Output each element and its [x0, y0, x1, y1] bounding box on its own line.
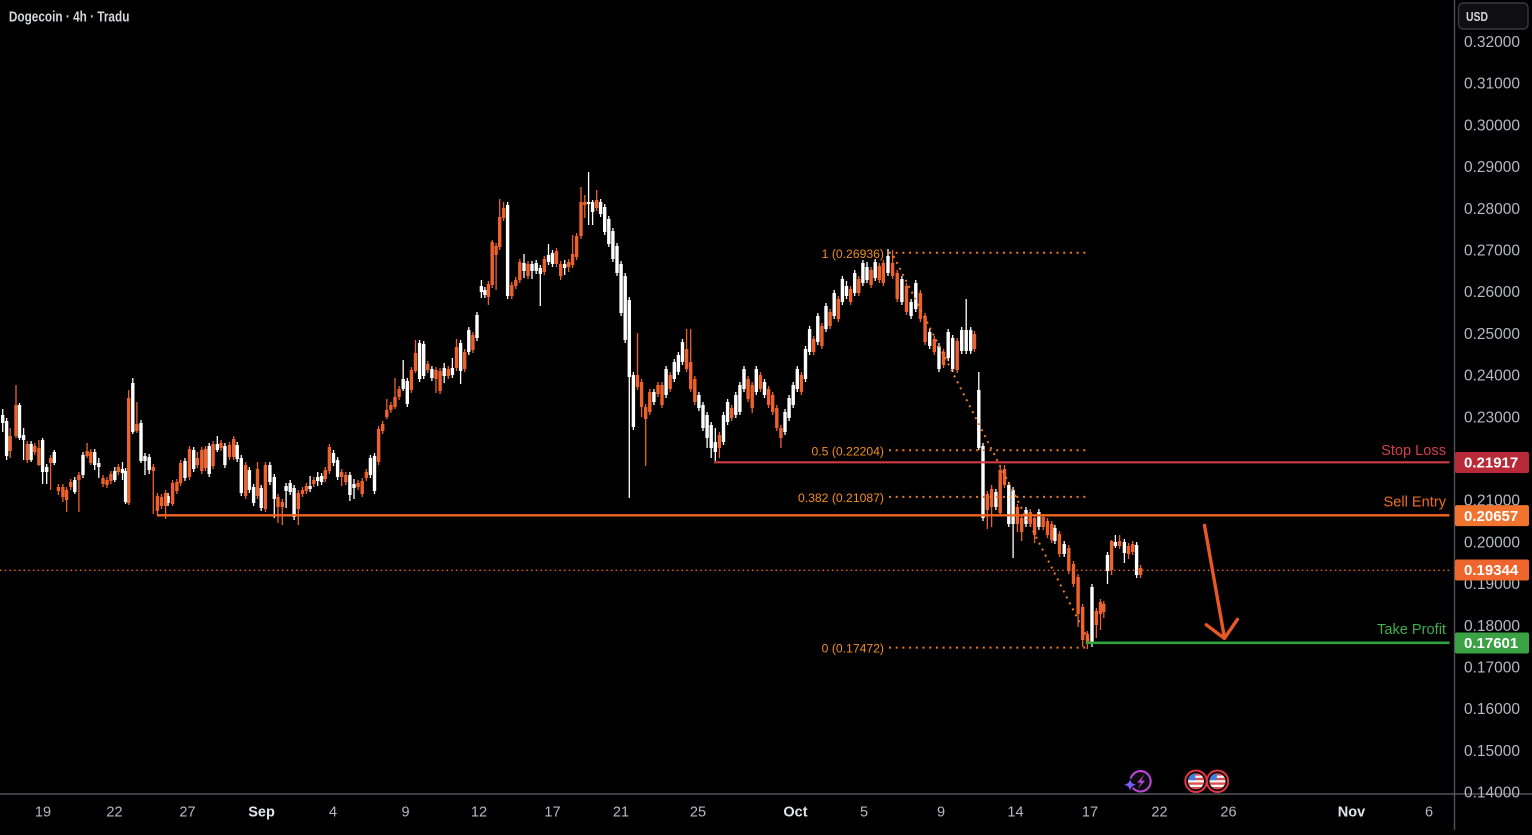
svg-text:6: 6 [1425, 805, 1433, 821]
svg-text:25: 25 [690, 805, 706, 821]
svg-text:9: 9 [401, 805, 409, 821]
svg-text:0.16000: 0.16000 [1464, 701, 1520, 718]
svg-text:0.15000: 0.15000 [1464, 743, 1520, 760]
svg-text:0.19344: 0.19344 [1464, 562, 1519, 579]
svg-text:0.28000: 0.28000 [1464, 201, 1520, 218]
svg-text:0 (0.17472): 0 (0.17472) [822, 642, 884, 656]
svg-text:0.20000: 0.20000 [1464, 534, 1520, 551]
svg-text:14: 14 [1007, 805, 1023, 821]
svg-text:5: 5 [860, 805, 868, 821]
svg-text:0.25000: 0.25000 [1464, 326, 1520, 343]
svg-text:0.14000: 0.14000 [1464, 785, 1520, 802]
svg-text:21: 21 [613, 805, 629, 821]
svg-text:0.23000: 0.23000 [1464, 409, 1520, 426]
svg-text:19: 19 [35, 805, 51, 821]
svg-text:0.21917: 0.21917 [1464, 455, 1518, 472]
svg-text:Dogecoin · 4h · Tradu: Dogecoin · 4h · Tradu [9, 9, 129, 26]
svg-text:0.30000: 0.30000 [1464, 117, 1520, 134]
svg-text:0.18000: 0.18000 [1464, 618, 1520, 635]
svg-text:17: 17 [544, 805, 560, 821]
svg-text:0.29000: 0.29000 [1464, 159, 1520, 176]
svg-text:0.17000: 0.17000 [1464, 660, 1520, 677]
svg-text:USD: USD [1466, 9, 1488, 24]
svg-text:0.31000: 0.31000 [1464, 76, 1520, 93]
svg-text:0.5 (0.22204): 0.5 (0.22204) [811, 444, 884, 458]
svg-text:9: 9 [937, 805, 945, 821]
svg-text:0.27000: 0.27000 [1464, 243, 1520, 260]
svg-text:22: 22 [1151, 805, 1167, 821]
svg-text:Nov: Nov [1338, 805, 1365, 821]
svg-text:1 (0.26936): 1 (0.26936) [822, 247, 884, 261]
svg-text:22: 22 [106, 805, 122, 821]
svg-text:12: 12 [471, 805, 487, 821]
svg-text:0.20657: 0.20657 [1464, 508, 1518, 525]
svg-text:0.24000: 0.24000 [1464, 368, 1520, 385]
svg-text:17: 17 [1082, 805, 1098, 821]
svg-text:Oct: Oct [783, 805, 807, 821]
svg-text:Take Profit: Take Profit [1377, 622, 1446, 638]
svg-text:Sell Entry: Sell Entry [1384, 495, 1447, 511]
svg-text:4: 4 [329, 805, 337, 821]
svg-text:0.382 (0.21087): 0.382 (0.21087) [798, 491, 884, 505]
svg-text:26: 26 [1220, 805, 1236, 821]
svg-text:27: 27 [179, 805, 195, 821]
svg-text:Sep: Sep [248, 805, 275, 821]
svg-text:0.17601: 0.17601 [1464, 635, 1518, 652]
svg-text:Stop Loss: Stop Loss [1381, 443, 1446, 459]
svg-text:0.32000: 0.32000 [1464, 34, 1520, 51]
svg-text:0.26000: 0.26000 [1464, 284, 1520, 301]
